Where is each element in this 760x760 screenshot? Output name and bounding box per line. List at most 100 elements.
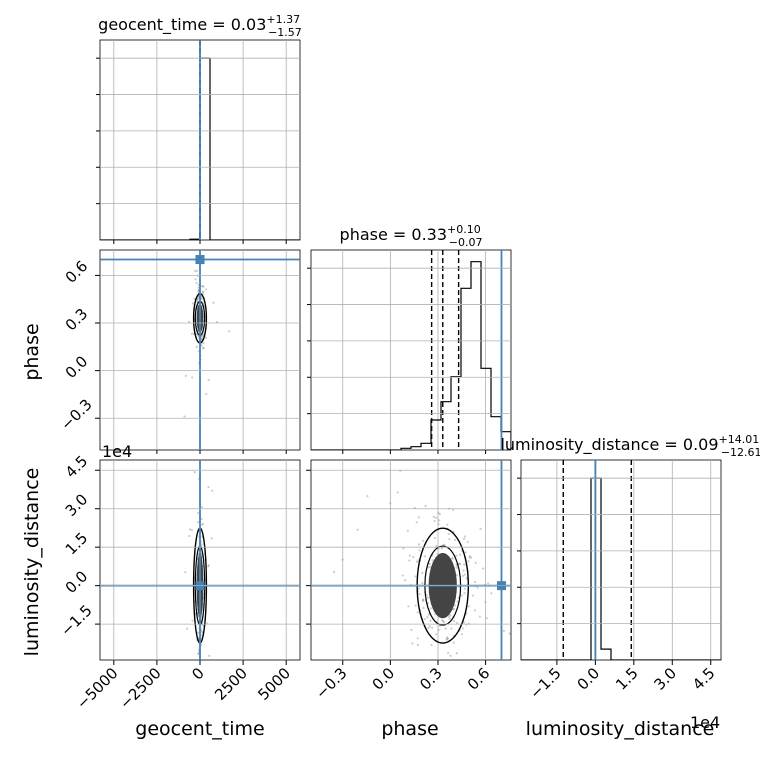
xlabel-luminosity-distance: luminosity_distance — [526, 718, 715, 740]
x-tick-label: 0.3 — [416, 664, 446, 694]
sample-point — [447, 689, 449, 691]
title-main: phase = 0.33 — [340, 225, 447, 244]
sample-point — [430, 626, 434, 629]
sample-point — [438, 519, 441, 522]
sample-point — [518, 468, 520, 470]
xlabel-geocent-time: geocent_time — [135, 718, 264, 740]
sample-point — [462, 537, 466, 540]
sample-point — [199, 687, 201, 689]
x-tick-label: 0.0 — [369, 664, 399, 694]
y-tick-label: 4.5 — [62, 452, 92, 482]
panel-content — [311, 250, 511, 450]
sample-point — [202, 347, 205, 350]
panel-frame — [310, 459, 512, 661]
sample-point — [183, 691, 185, 693]
sample-point — [195, 345, 198, 348]
sample-point — [487, 582, 490, 585]
sample-point — [467, 605, 470, 608]
y-tick-label: 0.6 — [62, 257, 92, 287]
panel-content — [100, 40, 300, 240]
sample-point — [425, 593, 428, 597]
panel-frame — [310, 249, 512, 451]
x-tick-label: 3.0 — [651, 664, 681, 694]
sample-point — [423, 617, 426, 621]
sample-point — [455, 566, 458, 569]
sample-point — [186, 627, 189, 630]
sample-point — [207, 379, 210, 382]
sample-point — [463, 535, 467, 538]
y-tick-label: 3.0 — [62, 490, 92, 520]
sample-point — [431, 559, 434, 562]
sample-point — [202, 291, 205, 294]
sample-point — [426, 602, 430, 605]
sample-point — [418, 549, 421, 552]
sample-point — [196, 297, 199, 300]
sample-point — [396, 491, 399, 494]
sample-point — [525, 621, 527, 623]
sample-point — [190, 529, 193, 532]
sample-point — [196, 521, 200, 524]
sample-point — [332, 570, 336, 573]
panel-luminosity_distance-vs-phase: −0.3 0.0 0.3 0.6 — [306, 362, 527, 703]
sample-point — [435, 633, 438, 636]
title-upper-error: +1.37 — [266, 13, 300, 26]
sample-point — [433, 520, 436, 523]
title-phase: phase = 0.33+0.10 −0.07 — [340, 223, 483, 249]
sample-point — [472, 594, 475, 597]
sample-point — [453, 604, 456, 607]
sample-point — [450, 627, 453, 630]
panel-phase-vs-phase — [307, 249, 512, 454]
sample-point — [210, 537, 213, 540]
sample-point — [202, 285, 205, 288]
sample-point — [389, 502, 392, 505]
sample-point — [441, 619, 444, 622]
sample-point — [462, 569, 465, 572]
sample-point — [525, 545, 527, 547]
sample-point — [462, 621, 465, 624]
sample-point — [195, 281, 198, 285]
y-tick-label: 1.5 — [62, 529, 92, 559]
x-tick-label: 5000 — [254, 664, 294, 704]
sample-point — [354, 362, 356, 364]
sample-point — [412, 555, 415, 559]
sample-point — [447, 615, 451, 618]
sample-point — [427, 627, 430, 630]
sample-point — [208, 654, 211, 657]
sample-point — [466, 540, 469, 544]
sample-point — [202, 522, 205, 525]
sample-point — [191, 619, 194, 622]
sample-point — [442, 621, 446, 624]
sample-point — [446, 523, 449, 526]
sample-point — [200, 517, 203, 521]
sample-point — [196, 662, 198, 664]
sample-point — [416, 643, 419, 646]
sample-point — [484, 600, 487, 604]
sample-point — [407, 605, 410, 608]
title-upper-error: +14.01 — [719, 433, 760, 446]
title-lower-error: −0.07 — [449, 236, 483, 249]
ylabel-luminosity-distance: luminosity_distance — [21, 468, 43, 657]
sample-point — [202, 333, 205, 336]
y-tick-label: 0.3 — [62, 305, 92, 335]
sample-point — [211, 489, 214, 492]
sample-point — [197, 663, 199, 665]
sample-point — [204, 336, 208, 340]
sample-point — [481, 567, 485, 570]
sample-point — [429, 607, 432, 610]
sample-point — [449, 654, 452, 657]
sample-point — [415, 521, 418, 524]
sample-point — [469, 556, 473, 559]
sample-point — [197, 686, 199, 688]
sample-point — [428, 565, 431, 568]
sample-point — [449, 614, 452, 617]
sample-point — [474, 561, 477, 564]
sample-point — [212, 301, 215, 304]
x-tick-label: −2500 — [116, 664, 165, 713]
ylabel-phase: phase — [21, 323, 43, 380]
sample-point — [432, 515, 435, 518]
sample-point — [460, 594, 463, 597]
xlabel-phase: phase — [381, 718, 438, 740]
panel-content — [521, 460, 721, 660]
sample-point — [452, 641, 455, 644]
sample-point — [421, 582, 424, 585]
